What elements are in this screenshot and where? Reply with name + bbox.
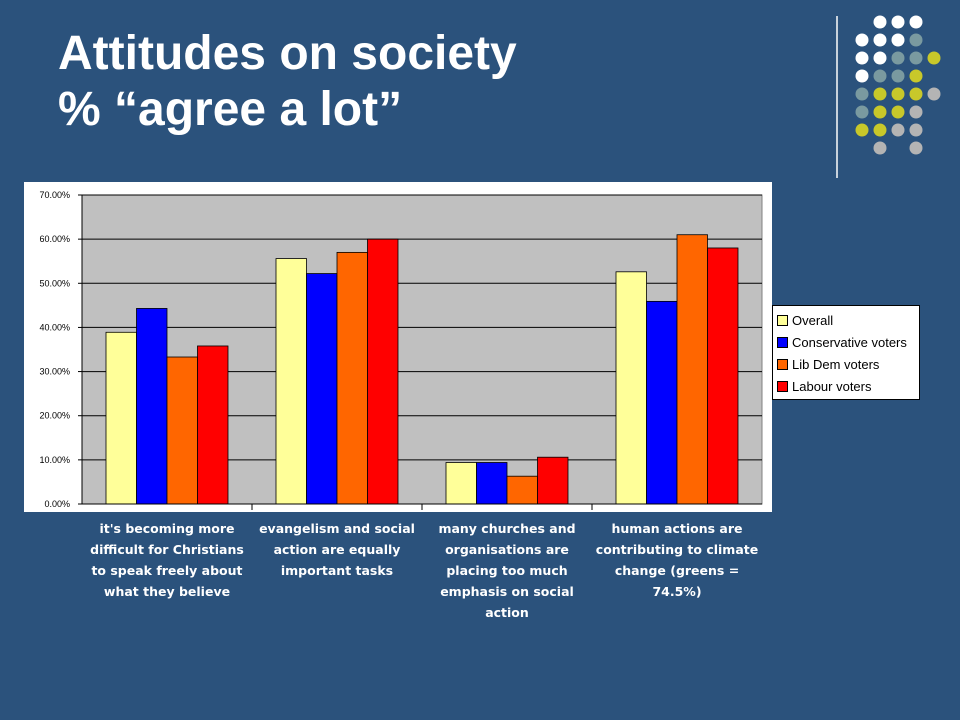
decorative-dot xyxy=(855,87,869,101)
decorative-dot xyxy=(855,69,869,83)
legend-swatch xyxy=(777,314,788,326)
bar xyxy=(506,475,538,505)
decorative-dot xyxy=(873,123,887,137)
chart-legend: Overall Conservative voters Lib Dem vote… xyxy=(772,305,920,400)
y-tick-label: 70.00% xyxy=(39,190,70,200)
decorative-dot xyxy=(891,51,905,65)
decorative-dot xyxy=(909,123,923,137)
bar xyxy=(197,345,229,505)
decorative-dot xyxy=(891,123,905,137)
decorative-dot xyxy=(909,51,923,65)
decorative-dot xyxy=(855,105,869,119)
y-tick-label: 60.00% xyxy=(39,234,70,244)
decorative-dot xyxy=(873,69,887,83)
legend-label: Labour voters xyxy=(792,378,872,394)
slide-title-line-1: Attitudes on society xyxy=(58,27,517,80)
bar xyxy=(445,462,477,505)
decorative-dot xyxy=(909,33,923,47)
decorative-dot xyxy=(855,51,869,65)
legend-item-conservative: Conservative voters xyxy=(777,331,919,353)
decorative-dot xyxy=(909,15,923,29)
bar xyxy=(676,234,708,505)
decorative-dot xyxy=(909,105,923,119)
legend-label: Lib Dem voters xyxy=(792,356,880,372)
decorative-dot xyxy=(873,87,887,101)
bar xyxy=(537,456,569,505)
decorative-dot xyxy=(891,105,905,119)
category-label: evangelism and social action are equally… xyxy=(259,521,415,578)
y-tick-label: 40.00% xyxy=(39,322,70,332)
bar xyxy=(336,251,368,505)
bar xyxy=(615,271,647,505)
legend-label: Overall xyxy=(792,312,834,328)
decorative-dot xyxy=(855,123,869,137)
legend-swatch xyxy=(777,380,788,392)
slide-title-line-2: % “agree a lot” xyxy=(58,83,403,136)
decorative-dot xyxy=(873,51,887,65)
decorative-dot xyxy=(927,87,941,101)
dot-grid-icon xyxy=(855,15,941,155)
decorative-dot xyxy=(891,33,905,47)
decorative-dot xyxy=(873,15,887,29)
y-tick-label: 50.00% xyxy=(39,278,70,288)
decorative-dot xyxy=(855,33,869,47)
y-tick-label: 0.00% xyxy=(44,499,70,509)
decorative-dot xyxy=(891,69,905,83)
legend-label: Conservative voters xyxy=(792,334,907,350)
bar xyxy=(166,356,198,505)
bar xyxy=(367,238,399,505)
bar xyxy=(105,331,137,505)
bar xyxy=(476,462,508,505)
decorative-dot xyxy=(873,141,887,155)
y-tick-label: 30.00% xyxy=(39,367,70,377)
decorative-dot xyxy=(927,51,941,65)
decorative-dot xyxy=(873,33,887,47)
legend-item-labour: Labour voters xyxy=(777,375,919,397)
category-label: many churches and organisations are plac… xyxy=(438,521,576,620)
category-label: human actions are contributing to climat… xyxy=(595,521,759,599)
legend-swatch xyxy=(777,358,788,370)
bar xyxy=(275,258,307,505)
bar xyxy=(306,273,338,505)
decorative-dot xyxy=(909,141,923,155)
bar xyxy=(136,308,168,505)
y-tick-label: 10.00% xyxy=(39,455,70,465)
bar xyxy=(646,300,678,505)
slide-title: Attitudes on society % “agree a lot” xyxy=(58,26,517,138)
legend-swatch xyxy=(777,336,788,348)
decorative-dot xyxy=(891,87,905,101)
legend-item-lib-dem: Lib Dem voters xyxy=(777,353,919,375)
decorative-dot xyxy=(909,69,923,83)
legend-item-overall: Overall xyxy=(777,309,919,331)
category-label: it's becoming more difficult for Christi… xyxy=(90,521,244,599)
bar xyxy=(707,247,739,505)
decorative-dot xyxy=(891,15,905,29)
decorative-divider xyxy=(836,16,838,178)
decorative-dot xyxy=(873,105,887,119)
y-tick-label: 20.00% xyxy=(39,411,70,421)
decorative-dot xyxy=(909,87,923,101)
